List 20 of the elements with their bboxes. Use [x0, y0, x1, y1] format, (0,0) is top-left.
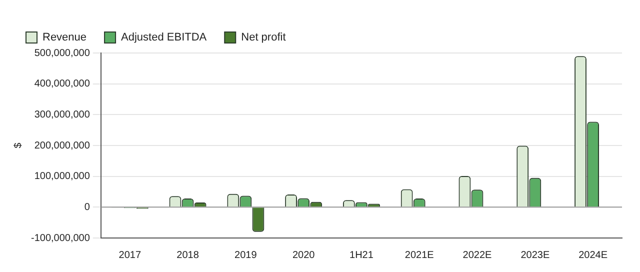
legend-label: Net profit	[241, 32, 286, 44]
x-tick-label: 2023E	[520, 250, 550, 261]
x-tick-label: 2021E	[404, 250, 434, 261]
x-tick-label: 2018	[176, 250, 200, 261]
y-tick-label: 200,000,000	[34, 140, 90, 152]
x-tick-label: 2017	[118, 250, 142, 261]
y-tick-label: 500,000,000	[34, 48, 90, 59]
x-tick-label: 2019	[234, 250, 258, 261]
y-tick-label: 400,000,000	[34, 78, 90, 90]
y-tick-label: -100,000,000	[30, 232, 90, 244]
y-tick-label: 0	[84, 202, 90, 213]
x-tick-label: 1H21	[350, 250, 374, 261]
y-axis-title: $	[12, 142, 24, 148]
legend-label: Adjusted EBITDA	[121, 32, 208, 44]
y-tick-label: 100,000,000	[34, 171, 90, 182]
x-tick-label: 2022E	[462, 250, 492, 261]
y-tick-label: 300,000,000	[34, 109, 90, 120]
legend-label: Revenue	[42, 32, 87, 44]
x-tick-label: 2020	[292, 250, 316, 261]
x-tick-label: 2024E	[578, 250, 608, 261]
